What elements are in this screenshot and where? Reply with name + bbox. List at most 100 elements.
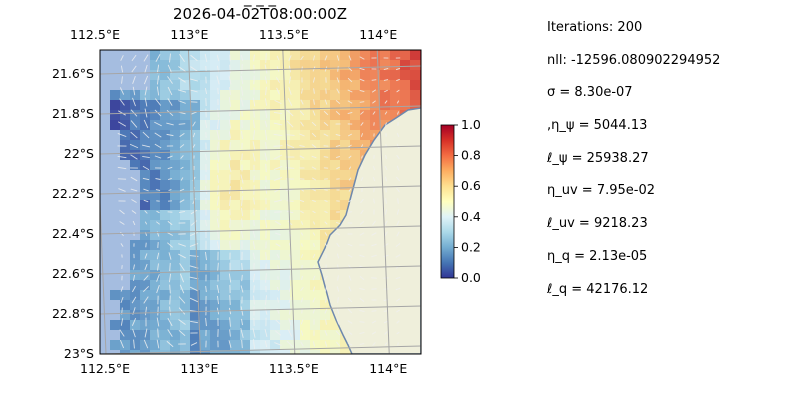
heatmap-cell [410, 80, 420, 90]
heatmap-cell [300, 340, 310, 350]
velocity-arrow [240, 174, 244, 184]
velocity-arrow [336, 319, 340, 325]
heatmap-cell [140, 330, 150, 340]
velocity-arrow [348, 188, 352, 192]
velocity-arrow [144, 253, 148, 259]
heatmap-cell [140, 190, 150, 200]
heatmap-cell [370, 80, 380, 90]
heatmap-cell [190, 80, 200, 90]
heatmap-cell [160, 330, 170, 340]
heatmap-cell [250, 250, 260, 260]
heatmap-cell [240, 60, 250, 70]
velocity-arrow [167, 98, 173, 106]
y-ticks: 21.6°S 21.8°S 22°S 22.2°S 22.4°S 22.6°S 22.8°S… [52, 66, 94, 361]
heatmap-cell [170, 190, 180, 200]
velocity-arrow [336, 242, 340, 248]
velocity-arrow [396, 89, 400, 93]
colorbar-ticks: 0.0 0.2 0.4 0.6 0.8 1.0 [454, 117, 481, 285]
heatmap-cell [170, 60, 180, 70]
heatmap-cell [270, 110, 280, 120]
parameter-line: ℓ_uv = 9218.23 [547, 216, 648, 232]
velocity-arrow [285, 143, 295, 149]
heatmap-cell [330, 50, 340, 60]
heatmap-cell [230, 210, 240, 220]
velocity-arrow [396, 154, 400, 160]
heatmap-cell [220, 250, 230, 260]
heatmap-cell [190, 250, 200, 260]
velocity-arrow [264, 295, 268, 305]
velocity-arrow [192, 132, 196, 138]
heatmap-cell [320, 50, 330, 60]
heatmap-cell [240, 180, 250, 190]
heatmap-cell [210, 280, 220, 290]
heatmap-cell [310, 150, 320, 160]
heatmap-cell [210, 210, 220, 220]
x-ticks-bottom: 112.5°E 113°E 113.5°E 114°E [80, 361, 407, 376]
velocity-arrow [156, 221, 160, 225]
heatmap-cell [170, 330, 180, 340]
y-tick-label: 22°S [64, 146, 94, 161]
velocity-arrow [119, 221, 125, 225]
heatmap-cell [210, 140, 220, 150]
heatmap-cell [150, 280, 160, 290]
heatmap-cell [200, 230, 210, 240]
velocity-arrow [299, 155, 305, 159]
heatmap-cell [180, 230, 190, 240]
heatmap-cell [240, 80, 250, 90]
heatmap-cell [280, 250, 290, 260]
velocity-arrow [359, 309, 365, 313]
heatmap-cell [310, 80, 320, 90]
heatmap-cell [150, 330, 160, 340]
velocity-arrow [241, 218, 243, 228]
velocity-arrow [264, 76, 268, 84]
heatmap-cell [360, 140, 370, 150]
velocity-arrow [189, 243, 199, 247]
heatmap-cell [220, 50, 230, 60]
parameter-panel: Iterations: 200 nll: -12596.080902294952 σ… [547, 18, 720, 312]
heatmap-cell [160, 350, 170, 354]
heatmap-cell [160, 100, 170, 110]
heatmap-cell [320, 140, 330, 150]
velocity-arrow [311, 166, 317, 170]
heatmap-cell [230, 260, 240, 270]
velocity-arrow [265, 141, 267, 151]
heatmap-cell [250, 170, 260, 180]
heatmap-cell [190, 190, 200, 200]
heatmap-cell [300, 190, 310, 200]
heatmap-cell [210, 200, 220, 210]
velocity-arrow [156, 339, 160, 349]
heatmap-cell [110, 90, 120, 100]
velocity-arrow [216, 218, 220, 228]
heatmap-cell [260, 240, 270, 250]
velocity-arrow [325, 297, 327, 303]
heatmap-cell [320, 100, 330, 110]
heatmap-cell [410, 60, 420, 70]
heatmap-cell [170, 120, 180, 130]
heatmap-cell [140, 350, 150, 354]
heatmap-cell [230, 350, 240, 354]
heatmap-cell [230, 80, 240, 90]
velocity-arrow [166, 122, 174, 126]
heatmap-cell [350, 110, 360, 120]
velocity-arrow [274, 220, 282, 226]
heatmap-cell [290, 150, 300, 160]
velocity-arrow [132, 76, 136, 84]
heatmap-cell [320, 350, 330, 354]
velocity-arrow [371, 79, 377, 81]
x-tick-label-top: 113.5°E [259, 27, 309, 42]
heatmap-cell [290, 70, 300, 80]
heatmap-cell [310, 180, 320, 190]
velocity-arrow [371, 232, 377, 236]
velocity-arrow [313, 88, 315, 94]
velocity-arrow [336, 341, 340, 347]
heatmap-cell [340, 350, 350, 354]
velocity-arrow [264, 340, 268, 348]
velocity-arrow [179, 144, 185, 148]
heatmap-cell [240, 250, 250, 260]
velocity-arrow [167, 86, 173, 96]
velocity-arrow [359, 89, 365, 93]
heatmap-cell [170, 240, 180, 250]
velocity-arrow [371, 89, 377, 93]
velocity-arrow [395, 287, 401, 291]
heatmap-cell [160, 230, 170, 240]
